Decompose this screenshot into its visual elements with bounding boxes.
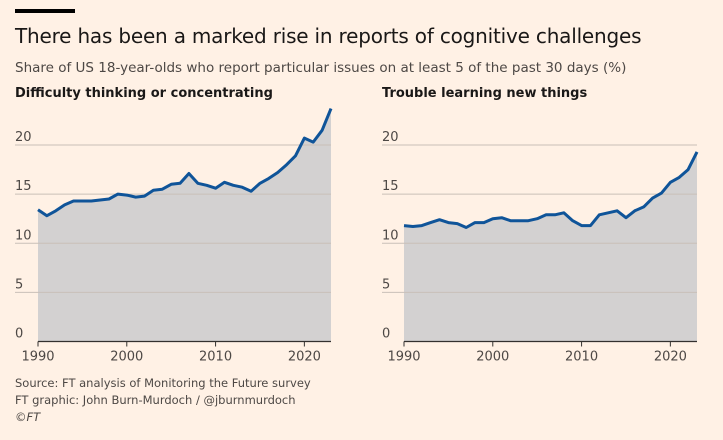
copyright-note: ©FT [15, 410, 41, 424]
x-tick-label-left: 2020 [288, 350, 321, 365]
area-fill-left [38, 108, 331, 342]
y-tick-label-right: 20 [382, 130, 399, 145]
x-tick-label-right: 2020 [654, 350, 687, 365]
series-line-left [37, 108, 333, 218]
source-note: Source: FT analysis of Monitoring the Fu… [15, 376, 311, 390]
x-tick-label-right: 2010 [565, 350, 598, 365]
y-tick-label-left: 20 [15, 130, 32, 145]
y-tick-label-left: 5 [15, 277, 23, 292]
y-tick-label-right: 0 [382, 327, 390, 342]
y-tick-label-left: 15 [15, 179, 32, 194]
area-fill-right [404, 151, 697, 342]
y-tick-label-right: 5 [382, 277, 390, 292]
series-line-right [403, 151, 699, 229]
x-tick-label-left: 1990 [21, 350, 54, 365]
y-tick-label-left: 10 [15, 228, 32, 243]
x-tick-label-left: 2000 [110, 350, 143, 365]
y-tick-label-left: 0 [15, 327, 23, 342]
x-tick-label-right: 1990 [387, 350, 420, 365]
chart-title: There has been a marked rise in reports … [15, 24, 642, 48]
credit-note: FT graphic: John Burn-Murdoch / @jburnmu… [15, 393, 296, 407]
x-tick-label-right: 2000 [476, 350, 509, 365]
ft-header-bar [15, 9, 75, 13]
y-tick-label-right: 10 [382, 228, 399, 243]
y-tick-label-right: 15 [382, 179, 399, 194]
panel-title-left: Difficulty thinking or concentrating [15, 86, 273, 101]
chart-subtitle: Share of US 18-year-olds who report part… [15, 60, 627, 76]
panel-title-right: Trouble learning new things [382, 86, 588, 101]
x-tick-label-left: 2010 [199, 350, 232, 365]
